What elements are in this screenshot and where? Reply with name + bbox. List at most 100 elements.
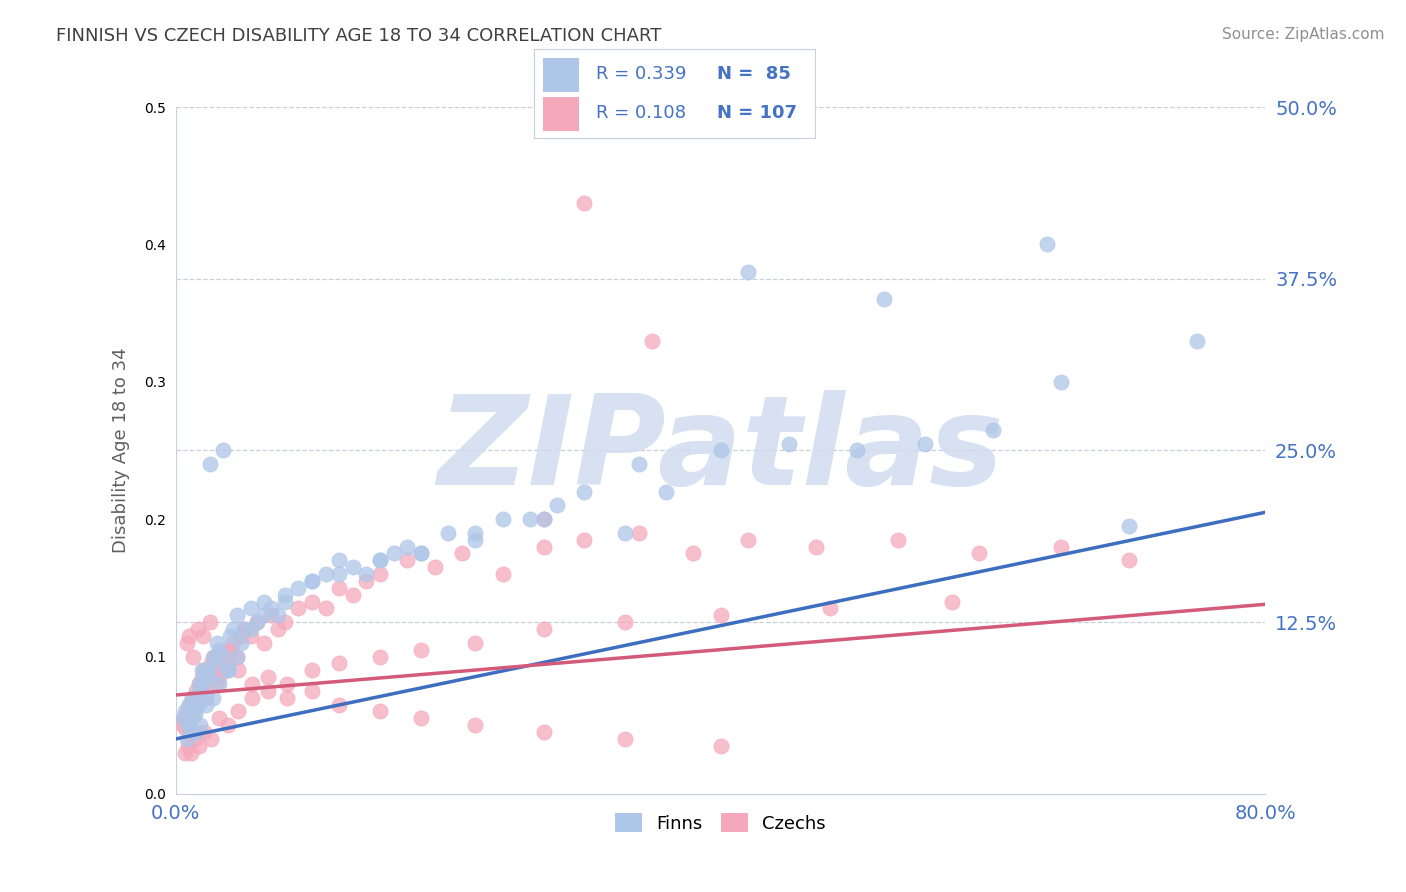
Point	[519, 512, 541, 526]
Point	[239, 622, 262, 636]
Point	[173, 711, 195, 725]
Text: R = 0.339: R = 0.339	[596, 65, 686, 83]
Point	[342, 560, 364, 574]
Point	[211, 663, 233, 677]
Point	[186, 690, 209, 705]
Point	[492, 512, 515, 526]
Point	[356, 574, 378, 588]
Point	[201, 649, 224, 664]
Point	[627, 457, 650, 471]
Point	[180, 746, 202, 760]
Point	[627, 525, 650, 540]
Point	[409, 546, 432, 561]
Point	[217, 718, 239, 732]
Point	[614, 525, 637, 540]
Point	[186, 698, 209, 712]
Point	[195, 683, 218, 698]
Point	[181, 711, 204, 725]
Point	[198, 615, 221, 630]
Text: N = 107: N = 107	[717, 104, 797, 122]
Point	[710, 739, 733, 753]
Point	[176, 705, 198, 719]
Point	[641, 334, 664, 348]
Point	[187, 677, 209, 691]
Point	[301, 574, 323, 588]
Point	[174, 705, 197, 719]
Point	[246, 615, 269, 630]
Point	[464, 533, 486, 547]
Point	[778, 436, 800, 450]
Point	[450, 546, 472, 561]
Point	[190, 670, 212, 684]
Point	[287, 601, 309, 615]
Point	[179, 629, 201, 643]
Point	[274, 588, 297, 602]
Point	[328, 657, 350, 671]
Point	[174, 746, 197, 760]
Point	[181, 690, 204, 705]
Point	[208, 670, 231, 684]
Point	[198, 457, 221, 471]
Legend: Finns, Czechs: Finns, Czechs	[607, 806, 834, 839]
Point	[188, 683, 211, 698]
Point	[396, 553, 419, 567]
Point	[232, 622, 254, 636]
Point	[328, 553, 350, 567]
Point	[187, 677, 209, 691]
Point	[533, 622, 555, 636]
Point	[179, 698, 201, 712]
Point	[239, 601, 262, 615]
Point	[246, 615, 269, 630]
Point	[253, 636, 276, 650]
Point	[191, 629, 214, 643]
Point	[176, 731, 198, 746]
Point	[212, 443, 235, 458]
Point	[274, 594, 297, 608]
Point	[276, 690, 298, 705]
Point	[274, 615, 297, 630]
Point	[177, 739, 200, 753]
Point	[188, 718, 211, 732]
Point	[818, 601, 841, 615]
Point	[574, 196, 596, 211]
Point	[172, 711, 194, 725]
Point	[1118, 553, 1140, 567]
Point	[183, 698, 205, 712]
Point	[276, 677, 298, 691]
Point	[533, 540, 555, 554]
Point	[184, 731, 207, 746]
Point	[409, 546, 432, 561]
Point	[981, 423, 1004, 437]
Point	[228, 663, 250, 677]
Point	[257, 683, 280, 698]
Point	[219, 629, 242, 643]
Point	[190, 663, 212, 677]
Point	[205, 677, 228, 691]
Point	[614, 731, 637, 746]
Point	[183, 649, 205, 664]
Point	[201, 663, 224, 677]
Point	[202, 657, 225, 671]
Point	[328, 698, 350, 712]
Point	[197, 663, 219, 677]
Point	[464, 718, 486, 732]
Point	[201, 690, 224, 705]
Point	[214, 649, 236, 664]
Point	[186, 690, 208, 705]
Point	[179, 698, 201, 712]
Point	[181, 690, 204, 705]
Point	[228, 705, 250, 719]
Text: N =  85: N = 85	[717, 65, 792, 83]
Point	[180, 707, 202, 722]
Point	[260, 608, 283, 623]
Point	[737, 265, 759, 279]
Point	[217, 642, 239, 657]
Point	[368, 567, 391, 582]
Point	[533, 512, 555, 526]
Point	[187, 739, 209, 753]
Point	[232, 622, 254, 636]
Point	[193, 670, 215, 684]
Point	[710, 608, 733, 623]
Point	[186, 622, 209, 636]
Point	[260, 601, 283, 615]
